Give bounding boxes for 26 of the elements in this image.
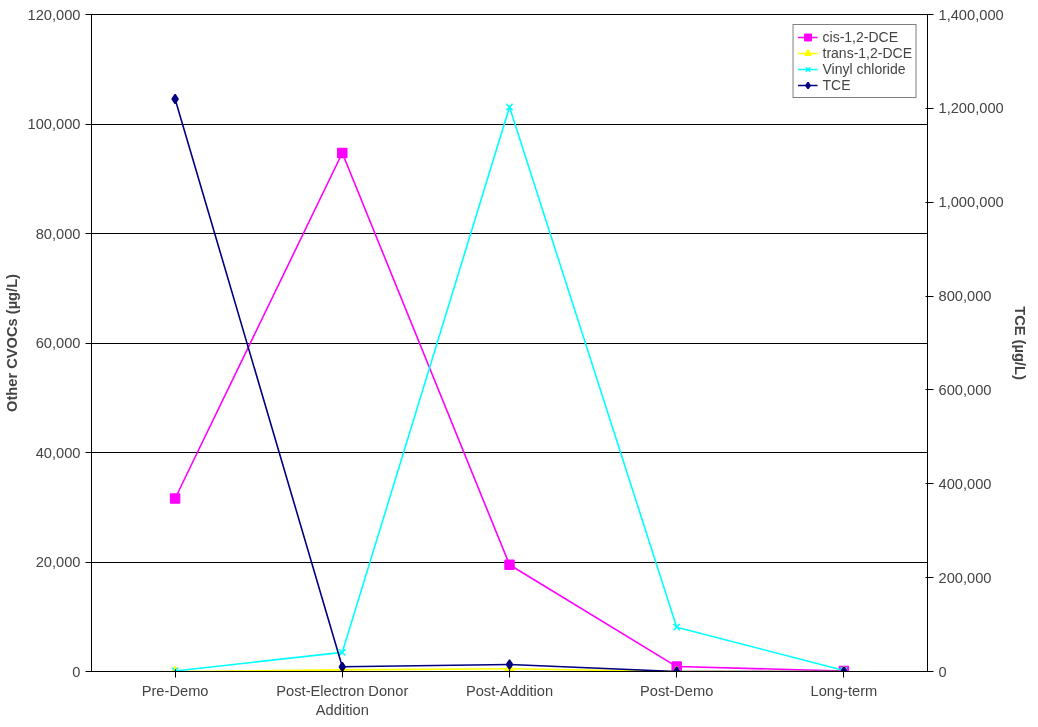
x-tick-label: Post-Addition — [465, 682, 554, 699]
y-tick-label: 0 — [72, 663, 81, 680]
y-tick-label: 80,000 — [35, 225, 81, 242]
y-tick-label: 60,000 — [35, 335, 81, 351]
y-axis-title: Other CVOCs (µg/L) — [3, 273, 20, 412]
y2-tick-label: 1,000,000 — [938, 194, 1004, 211]
x-tick-label: Post-Electron Donor Addition — [276, 682, 409, 718]
x-tick-label: Pre-Demo — [141, 682, 209, 699]
y-tick-label: 20,000 — [35, 554, 81, 570]
legend-label: trans-1,2-DCE — [822, 45, 912, 61]
legend-label: cis-1,2-DCE — [822, 29, 898, 45]
y-tick-label: 40,000 — [35, 444, 81, 461]
y-tick-label: 120,000 — [27, 6, 81, 23]
y2-tick-label: 600,000 — [938, 381, 992, 398]
y2-axis-title: TCE (µg/L) — [1011, 306, 1028, 380]
legend-label: TCE — [822, 77, 851, 93]
y2-tick-label: 0 — [938, 663, 947, 680]
x-tick-label: Post-Demo — [640, 682, 714, 699]
y2-tick-label: 1,400,000 — [938, 6, 1004, 23]
x-tick-label: Long-term — [810, 682, 878, 699]
legend-label: Vinyl chloride — [822, 61, 906, 77]
y2-tick-label: 1,200,000 — [938, 100, 1004, 117]
y2-tick-label: 800,000 — [938, 288, 992, 305]
y2-tick-label: 400,000 — [938, 475, 992, 492]
y-tick-label: 100,000 — [27, 116, 81, 132]
y2-tick-label: 200,000 — [938, 569, 992, 586]
